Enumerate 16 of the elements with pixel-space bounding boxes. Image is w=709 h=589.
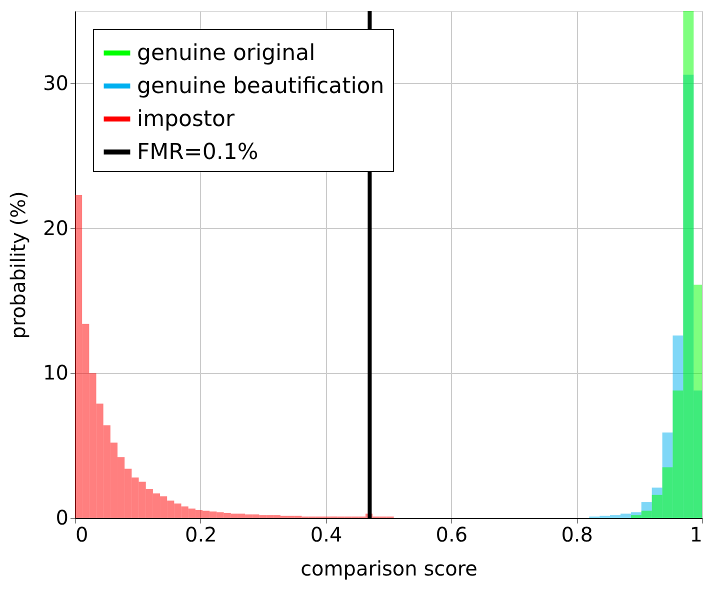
y-tick-label: 30 xyxy=(43,70,68,95)
legend-label: FMR=0.1% xyxy=(137,140,258,165)
legend-label: genuine beautification xyxy=(137,74,384,99)
x-tick-label: 0.4 xyxy=(310,522,342,546)
y-tick-label: 10 xyxy=(43,360,68,385)
x-tick-label: 0.8 xyxy=(561,522,594,546)
x-tick-label: 1 xyxy=(690,522,702,546)
legend-label: impostor xyxy=(137,107,236,132)
legend-label: genuine original xyxy=(137,41,316,66)
y-tick-label: 0 xyxy=(56,506,68,530)
x-axis-title: comparison score xyxy=(300,556,478,580)
y-tick-label: 20 xyxy=(43,216,68,240)
x-tick-label: 0.6 xyxy=(436,522,468,546)
x-tick-label: 0 xyxy=(76,522,88,546)
x-tick-label: 0.2 xyxy=(184,522,217,546)
y-axis-title: probability (%) xyxy=(6,191,30,339)
